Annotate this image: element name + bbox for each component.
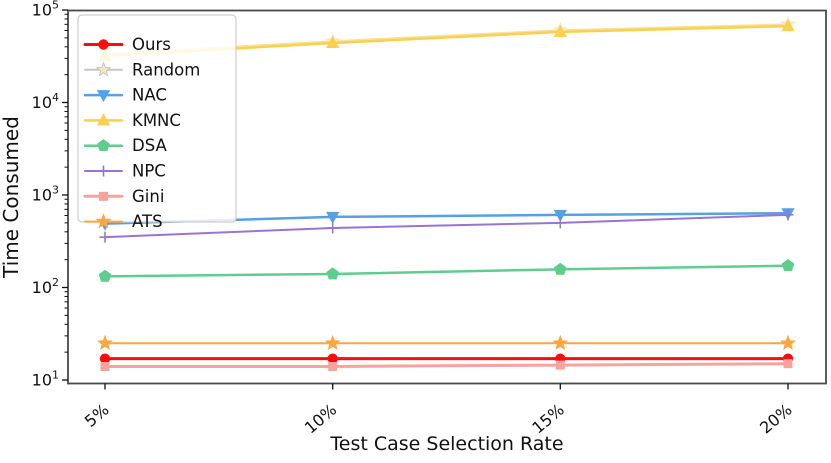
series-line-gini bbox=[103, 362, 790, 368]
series-line-dsa bbox=[103, 264, 790, 278]
legend-item-kmnc: KMNC bbox=[83, 111, 181, 130]
square-marker bbox=[783, 359, 793, 369]
legend-label-nac: NAC bbox=[132, 86, 167, 105]
legend-item-npc: NPC bbox=[84, 162, 166, 181]
legend-item-ours: Ours bbox=[83, 35, 171, 54]
plus-marker bbox=[554, 217, 566, 229]
y-tick-label-1: 101 bbox=[32, 369, 59, 390]
star-marker bbox=[552, 334, 569, 350]
square-marker bbox=[99, 191, 108, 201]
x-axis-title: Test Case Selection Rate bbox=[329, 433, 563, 455]
pentagon-marker bbox=[781, 259, 795, 272]
triangle-up-marker bbox=[326, 35, 340, 48]
circle-marker bbox=[99, 353, 111, 364]
circle-marker bbox=[98, 39, 109, 50]
plus-marker bbox=[782, 209, 794, 221]
legend-item-dsa: DSA bbox=[83, 136, 167, 155]
triangle-down-marker bbox=[96, 90, 111, 103]
pentagon-marker bbox=[326, 267, 339, 280]
star-marker bbox=[324, 334, 341, 350]
x-tick-label-0: 5% bbox=[81, 400, 113, 431]
plus-marker bbox=[98, 165, 109, 177]
triangle-down-marker bbox=[553, 209, 567, 222]
x-tick-label-1: 10% bbox=[301, 400, 340, 437]
pentagon-marker bbox=[97, 139, 110, 152]
square-marker bbox=[328, 361, 338, 371]
legend-label-dsa: DSA bbox=[132, 136, 167, 155]
square-marker bbox=[100, 361, 110, 371]
legend-label-random: Random bbox=[132, 60, 200, 79]
plus-marker bbox=[99, 231, 111, 243]
y-tick-label-2: 102 bbox=[32, 276, 59, 297]
star-marker bbox=[780, 334, 796, 350]
star-marker bbox=[95, 213, 112, 229]
x-tick-label-2: 15% bbox=[528, 400, 567, 437]
plot-area: 101 102 103 104 105 5% 10% 15% 20% Ours Random NAC K… bbox=[32, 0, 827, 437]
legend-label-kmnc: KMNC bbox=[132, 111, 181, 130]
legend-label-gini: Gini bbox=[132, 187, 164, 206]
series-line-npc bbox=[104, 213, 789, 239]
plot-border bbox=[67, 9, 827, 385]
plus-marker bbox=[327, 222, 339, 234]
legend-item-nac: NAC bbox=[83, 86, 167, 105]
star-marker bbox=[95, 61, 112, 77]
y-tick-label-3: 103 bbox=[32, 184, 59, 205]
square-marker bbox=[555, 360, 565, 370]
circle-marker bbox=[327, 353, 338, 364]
legend-item-random: Random bbox=[84, 60, 200, 79]
y-tick-label-5: 105 bbox=[32, 0, 59, 20]
triangle-up-marker bbox=[553, 24, 567, 37]
triangle-up-marker bbox=[781, 19, 795, 32]
legend-item-gini: Gini bbox=[83, 187, 164, 206]
legend-label-ats: ATS bbox=[132, 212, 163, 231]
y-tick-label-4: 104 bbox=[32, 91, 59, 112]
triangle-down-marker bbox=[326, 211, 340, 224]
pentagon-marker bbox=[98, 269, 112, 282]
star-marker bbox=[97, 334, 113, 350]
pentagon-marker bbox=[554, 262, 567, 275]
legend-item-ats: ATS bbox=[84, 212, 163, 231]
triangle-up-marker bbox=[96, 113, 111, 126]
x-tick-label-3: 20% bbox=[756, 400, 795, 437]
legend-label-ours: Ours bbox=[132, 35, 171, 54]
y-axis-title: Time Consumed bbox=[0, 116, 23, 279]
legend-label-npc: NPC bbox=[132, 162, 166, 181]
